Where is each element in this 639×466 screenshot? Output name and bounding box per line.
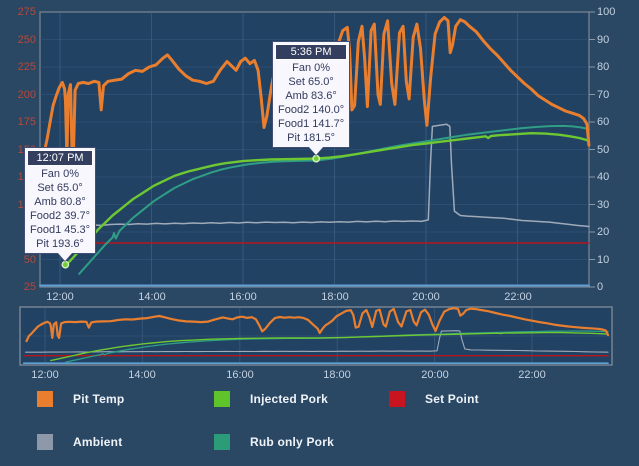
- tooltip-reading: Pit 181.5°: [287, 132, 335, 144]
- tooltip-readings: Fan 0% Set 65.0° Amb 83.6° Food2 140.0° Food…: [273, 61, 349, 145]
- tooltip-reading: Food1 141.7°: [278, 118, 345, 130]
- legend-label: Set Point: [425, 392, 479, 406]
- overview-series-injected-line: [50, 331, 609, 362]
- tooltip-reading: Food2 39.7°: [30, 210, 91, 222]
- overview-x-tick-label: 22:00: [518, 369, 546, 381]
- tooltip-reading: Set 65.0°: [37, 182, 83, 194]
- tooltip-reading: Pit 193.6°: [36, 238, 84, 250]
- main-x-tick-label: 12:00: [46, 291, 74, 303]
- injected-pork-swatch-icon: [214, 391, 230, 407]
- legend-label: Injected Pork: [250, 392, 328, 406]
- pit-temp-swatch-icon: [37, 391, 53, 407]
- left-axis-tick-label: 175: [17, 116, 36, 128]
- right-axis-tick-label: 70: [597, 89, 610, 101]
- right-axis-tick-label: 40: [597, 171, 610, 183]
- series-ambient-line: [40, 123, 590, 228]
- ambient-swatch-icon: [37, 434, 53, 450]
- tooltip-pointer-icon: [309, 147, 323, 155]
- rub-only-pork-swatch-icon: [214, 434, 230, 450]
- tooltip-time: 5:36 PM: [275, 44, 348, 60]
- tooltip-readings: Fan 0% Set 65.0° Amb 80.8° Food2 39.7° Food1…: [25, 167, 95, 251]
- chart-tooltip-536pm: 5:36 PM Fan 0% Set 65.0° Amb 83.6° Food2 14…: [272, 41, 351, 155]
- right-axis-ticks: [589, 11, 595, 288]
- right-axis-tick-label: 10: [597, 254, 610, 266]
- right-axis-tick-label: 0: [597, 281, 604, 293]
- right-axis-tick-label: 60: [597, 116, 610, 128]
- series-injected-line: [64, 131, 591, 267]
- tooltip-pointer-icon: [58, 253, 72, 261]
- tooltip-reading: Set 65.0°: [288, 76, 334, 88]
- overview-x-tick-label: 14:00: [128, 369, 156, 381]
- data-point-marker: [312, 154, 321, 163]
- main-x-tick-label: 22:00: [504, 291, 532, 303]
- left-axis-tick-label: 225: [17, 61, 36, 73]
- tooltip-reading: Amb 80.8°: [34, 196, 86, 208]
- right-axis-tick-label: 80: [597, 61, 610, 73]
- legend-label: Ambient: [73, 435, 123, 449]
- left-axis-tick-label: 200: [17, 89, 36, 101]
- legend-label: Pit Temp: [73, 392, 125, 406]
- right-axis-tick-label: 100: [597, 6, 616, 18]
- overview-x-tick-label: 16:00: [226, 369, 254, 381]
- tooltip-reading: Fan 0%: [292, 62, 331, 74]
- right-axis-tick-label: 20: [597, 226, 610, 238]
- left-axis-tick-label: 25: [23, 281, 36, 293]
- tooltip-reading: Fan 0%: [41, 168, 79, 180]
- legend-item-ambient[interactable]: Ambient: [37, 434, 122, 450]
- tooltip-time: 12:07 PM: [27, 150, 94, 166]
- main-x-tick-label: 14:00: [138, 291, 166, 303]
- overview-series-ambient-line: [24, 330, 609, 353]
- legend-label: Rub only Pork: [250, 435, 334, 449]
- tooltip-reading: Food2 140.0°: [278, 104, 345, 116]
- right-axis-tick-label: 90: [597, 34, 610, 46]
- right-axis-tick-label: 50: [597, 144, 610, 156]
- series-rubonly-line: [78, 124, 590, 275]
- right-axis-tick-label: 30: [597, 199, 610, 211]
- tooltip-reading: Amb 83.6°: [285, 90, 337, 102]
- set-point-swatch-icon: [389, 391, 405, 407]
- legend-item-injected-pork[interactable]: Injected Pork: [214, 391, 328, 407]
- left-axis-tick-label: 275: [17, 6, 36, 18]
- overview-series-pit-line: [25, 307, 610, 343]
- left-axis-tick-label: 50: [23, 254, 36, 266]
- main-x-tick-label: 16:00: [229, 291, 257, 303]
- data-point-marker: [61, 260, 70, 269]
- overview-x-tick-label: 12:00: [31, 369, 59, 381]
- overview-x-tick-label: 18:00: [323, 369, 351, 381]
- main-x-tick-label: 20:00: [412, 291, 440, 303]
- legend-item-pit-temp[interactable]: Pit Temp: [37, 391, 124, 407]
- chart-tooltip-1207pm: 12:07 PM Fan 0% Set 65.0° Amb 80.8° Food2 3…: [24, 147, 97, 261]
- main-x-tick-label: 18:00: [321, 291, 349, 303]
- legend-item-rub-only-pork[interactable]: Rub only Pork: [214, 434, 334, 450]
- overview-x-tick-label: 20:00: [421, 369, 449, 381]
- left-axis-tick-label: 250: [17, 34, 36, 46]
- legend-item-set-point[interactable]: Set Point: [389, 391, 479, 407]
- tooltip-reading: Food1 45.3°: [30, 224, 91, 236]
